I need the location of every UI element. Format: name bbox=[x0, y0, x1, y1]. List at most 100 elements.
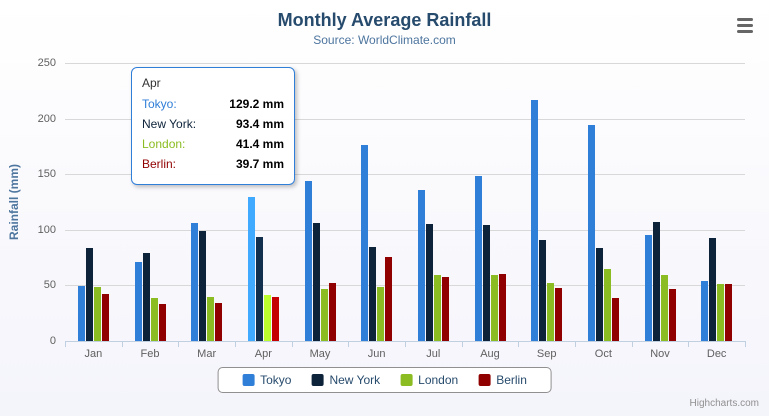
y-axis-tick-label: 100 bbox=[37, 223, 56, 236]
bar-tokyo-dec[interactable] bbox=[701, 280, 709, 341]
legend-item-berlin[interactable]: Berlin bbox=[478, 373, 527, 387]
bar-tokyo-aug[interactable] bbox=[474, 175, 482, 341]
bar-new-york-oct[interactable] bbox=[595, 248, 603, 341]
x-axis-category-label: Aug bbox=[480, 348, 500, 360]
tooltip-row: London: 41.4 mm bbox=[142, 136, 284, 152]
bar-berlin-apr[interactable] bbox=[271, 296, 279, 341]
bar-new-york-jan[interactable] bbox=[85, 248, 93, 341]
legend-label: Tokyo bbox=[260, 373, 292, 387]
legend: Tokyo New York London Berlin bbox=[217, 367, 552, 393]
y-axis-tick-label: 200 bbox=[37, 112, 56, 125]
tooltip-series-value: 93.4 mm bbox=[235, 117, 284, 131]
bar-berlin-jul[interactable] bbox=[441, 277, 449, 341]
bar-london-may[interactable] bbox=[320, 288, 328, 341]
tooltip-series-name: Tokyo: bbox=[142, 97, 177, 111]
bar-tokyo-oct[interactable] bbox=[587, 125, 595, 341]
bar-london-oct[interactable] bbox=[603, 268, 611, 341]
x-axis-tick bbox=[461, 341, 463, 347]
bar-tokyo-may[interactable] bbox=[304, 180, 312, 341]
tooltip-row: New York: 93.4 mm bbox=[142, 116, 284, 132]
bar-london-aug[interactable] bbox=[490, 274, 498, 341]
bar-london-jan[interactable] bbox=[93, 286, 101, 341]
bar-new-york-apr[interactable] bbox=[255, 237, 263, 341]
bar-tokyo-sep[interactable] bbox=[531, 100, 539, 341]
x-axis-category-label: Dec bbox=[706, 348, 727, 360]
bar-tokyo-jun[interactable] bbox=[361, 145, 369, 341]
bar-tokyo-nov[interactable] bbox=[644, 234, 652, 341]
burger-line bbox=[737, 18, 753, 21]
gridline bbox=[65, 118, 745, 120]
bar-new-york-jun[interactable] bbox=[369, 247, 377, 341]
bar-berlin-mar[interactable] bbox=[215, 302, 223, 341]
bar-new-york-mar[interactable] bbox=[199, 231, 207, 341]
y-axis-tick-label: 0 bbox=[49, 335, 56, 347]
bar-tokyo-feb[interactable] bbox=[134, 261, 142, 341]
gridline bbox=[65, 63, 745, 64]
credits-link[interactable]: Highcharts.com bbox=[689, 398, 759, 409]
bar-berlin-nov[interactable] bbox=[668, 288, 676, 341]
bar-new-york-nov[interactable] bbox=[652, 222, 660, 341]
bar-london-jun[interactable] bbox=[377, 287, 385, 341]
legend-item-london[interactable]: London bbox=[400, 373, 458, 387]
bar-london-sep[interactable] bbox=[547, 282, 555, 341]
export-menu-button[interactable] bbox=[737, 18, 753, 36]
tooltip-series-value: 41.4 mm bbox=[235, 137, 284, 151]
bar-london-feb[interactable] bbox=[150, 297, 158, 341]
x-axis-category-label: Jul bbox=[426, 348, 441, 360]
tooltip-rows: Tokyo: 129.2 mm New York: 93.4 mm London: 41.… bbox=[142, 96, 284, 172]
bar-berlin-oct[interactable] bbox=[611, 297, 619, 341]
legend-item-tokyo[interactable]: Tokyo bbox=[242, 373, 291, 387]
bar-berlin-dec[interactable] bbox=[725, 284, 733, 341]
bar-new-york-jul[interactable] bbox=[425, 224, 433, 341]
tooltip: Apr Tokyo: 129.2 mm New York: 93.4 mm London… bbox=[131, 67, 295, 185]
bar-new-york-sep[interactable] bbox=[539, 239, 547, 341]
bar-tokyo-mar[interactable] bbox=[191, 222, 199, 341]
bar-new-york-may[interactable] bbox=[312, 223, 320, 341]
bar-new-york-aug[interactable] bbox=[482, 225, 490, 341]
bar-berlin-feb[interactable] bbox=[158, 304, 166, 341]
y-axis-tick-label: 50 bbox=[43, 279, 56, 292]
x-axis-tick bbox=[575, 341, 576, 347]
x-axis-tick bbox=[405, 341, 406, 347]
tooltip-series-value: 129.2 mm bbox=[229, 97, 284, 111]
chart-subtitle: Source: WorldClimate.com bbox=[313, 33, 456, 47]
x-axis-tick bbox=[178, 341, 180, 347]
x-axis-tick bbox=[631, 341, 633, 347]
bar-tokyo-jan[interactable] bbox=[77, 285, 85, 341]
legend-swatch bbox=[478, 374, 491, 386]
x-axis-category-label: Feb bbox=[140, 348, 160, 360]
chart-title: Monthly Average Rainfall bbox=[277, 10, 492, 30]
legend-item-new-york[interactable]: New York bbox=[311, 373, 380, 387]
x-axis-category-label: May bbox=[309, 348, 331, 360]
bar-london-mar[interactable] bbox=[207, 297, 215, 341]
y-axis-tick-label: 150 bbox=[37, 168, 56, 181]
bar-tokyo-apr[interactable] bbox=[247, 197, 255, 341]
bar-london-jul[interactable] bbox=[433, 275, 441, 341]
x-axis-category-label: Jan bbox=[84, 348, 103, 360]
legend-swatch bbox=[242, 374, 255, 386]
legend-label: London bbox=[418, 373, 459, 387]
bar-berlin-may[interactable] bbox=[328, 282, 336, 341]
x-axis-tick bbox=[688, 341, 690, 347]
x-axis-tick bbox=[745, 341, 746, 347]
bar-london-apr[interactable] bbox=[263, 294, 271, 341]
gridline bbox=[65, 174, 745, 176]
bar-london-nov[interactable] bbox=[660, 275, 668, 341]
x-axis-tick bbox=[121, 341, 123, 347]
bar-tokyo-jul[interactable] bbox=[417, 190, 425, 341]
bar-london-dec[interactable] bbox=[717, 284, 725, 341]
burger-line bbox=[737, 24, 753, 27]
y-axis-tick-label: 250 bbox=[37, 57, 56, 69]
burger-line bbox=[737, 30, 753, 33]
bar-berlin-aug[interactable] bbox=[498, 273, 506, 341]
x-axis-category-label: Mar bbox=[197, 348, 217, 360]
x-axis-category-label: Sep bbox=[536, 348, 557, 360]
bar-berlin-jan[interactable] bbox=[101, 293, 109, 341]
bar-new-york-dec[interactable] bbox=[709, 238, 717, 341]
x-axis-category-label: Oct bbox=[594, 348, 612, 360]
bar-berlin-jun[interactable] bbox=[385, 257, 393, 341]
bar-berlin-sep[interactable] bbox=[555, 288, 563, 341]
x-axis-tick bbox=[291, 341, 293, 347]
bar-new-york-feb[interactable] bbox=[142, 253, 150, 341]
